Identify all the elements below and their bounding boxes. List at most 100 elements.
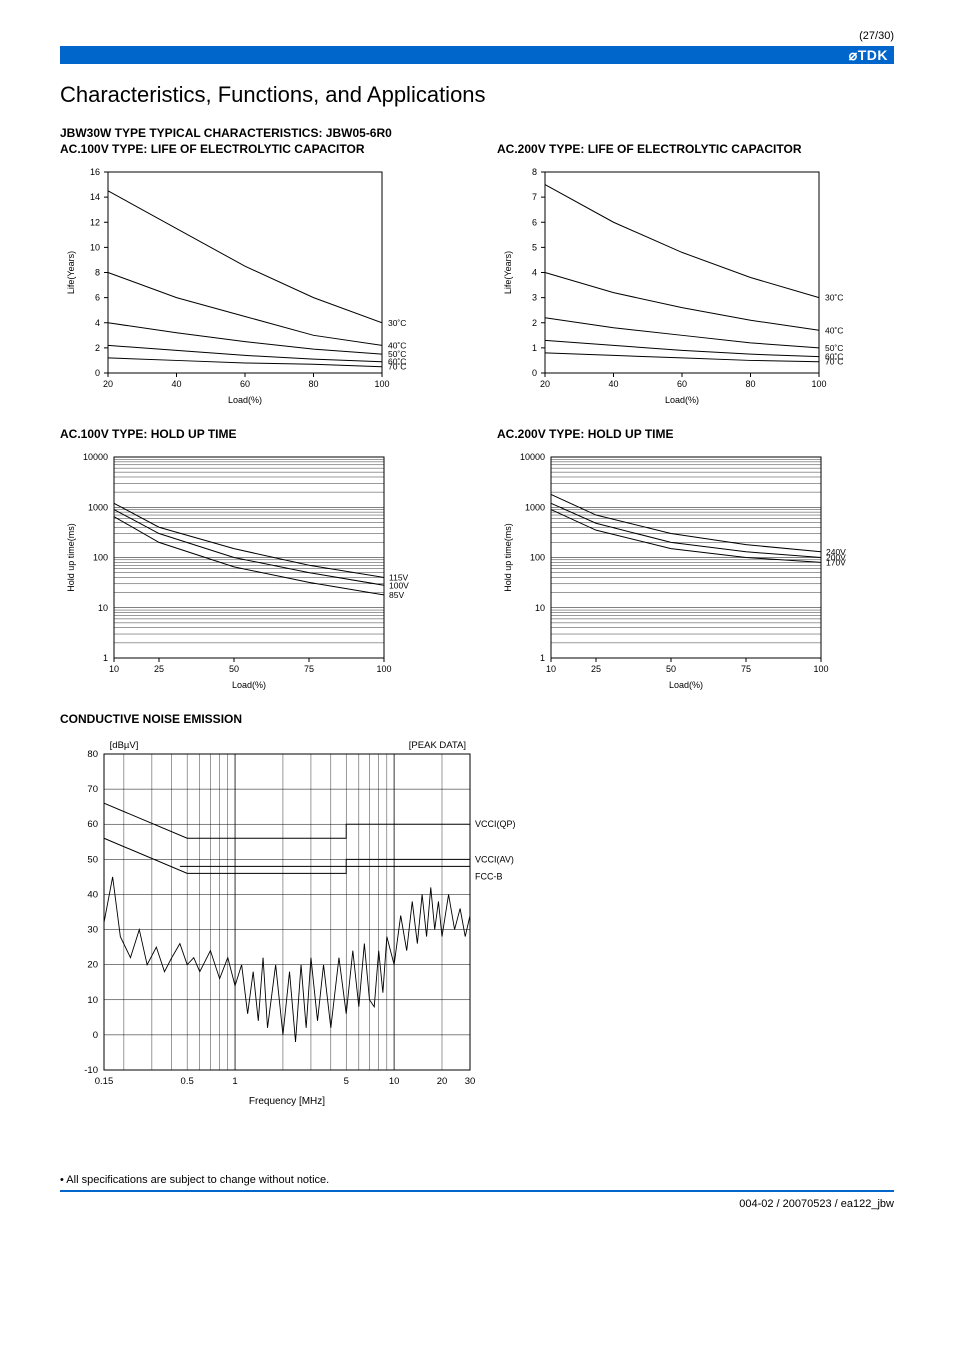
svg-text:40: 40 — [608, 379, 618, 389]
svg-text:30: 30 — [87, 925, 98, 936]
svg-text:10: 10 — [109, 664, 119, 674]
svg-text:FCC-B: FCC-B — [475, 871, 503, 881]
svg-text:1: 1 — [103, 653, 108, 663]
svg-text:25: 25 — [154, 664, 164, 674]
svg-text:0.15: 0.15 — [95, 1076, 114, 1087]
svg-text:0: 0 — [93, 1030, 98, 1041]
svg-text:50: 50 — [87, 854, 98, 865]
svg-text:0: 0 — [532, 368, 537, 378]
svg-text:20: 20 — [87, 960, 98, 971]
page-number: (27/30) — [60, 30, 894, 42]
svg-text:100: 100 — [811, 379, 826, 389]
chart-title: AC.100V TYPE: LIFE OF ELECTROLYTIC CAPAC… — [60, 142, 457, 156]
svg-text:Load(%): Load(%) — [669, 680, 703, 690]
svg-text:16: 16 — [90, 167, 100, 177]
svg-text:75: 75 — [741, 664, 751, 674]
chart-title: AC.200V TYPE: HOLD UP TIME — [497, 427, 894, 441]
svg-text:10: 10 — [90, 242, 100, 252]
svg-text:Load(%): Load(%) — [665, 395, 699, 405]
svg-text:5: 5 — [532, 242, 537, 252]
svg-text:50: 50 — [229, 664, 239, 674]
svg-text:12: 12 — [90, 217, 100, 227]
brand-bar: ⌀TDK — [60, 46, 894, 64]
svg-text:10: 10 — [535, 603, 545, 613]
svg-text:100V: 100V — [389, 580, 409, 590]
chart-noise-emission: CONDUCTIVE NOISE EMISSION -1001020304050… — [60, 712, 894, 1114]
svg-text:VCCI(QP): VCCI(QP) — [475, 819, 516, 829]
svg-text:60: 60 — [87, 819, 98, 830]
svg-text:Load(%): Load(%) — [228, 395, 262, 405]
svg-text:VCCI(AV): VCCI(AV) — [475, 854, 514, 864]
svg-text:100: 100 — [813, 664, 828, 674]
svg-text:Load(%): Load(%) — [232, 680, 266, 690]
svg-text:75: 75 — [304, 664, 314, 674]
chart-life-100v: AC.100V TYPE: LIFE OF ELECTROLYTIC CAPAC… — [60, 142, 457, 409]
svg-text:Life(Years): Life(Years) — [66, 251, 76, 294]
footer-code: 004-02 / 20070523 / ea122_jbw — [60, 1198, 894, 1210]
subtitle: JBW30W TYPE TYPICAL CHARACTERISTICS: JBW… — [60, 126, 894, 140]
svg-text:[PEAK DATA]: [PEAK DATA] — [409, 740, 466, 751]
svg-text:70˚C: 70˚C — [825, 357, 843, 367]
svg-text:8: 8 — [95, 268, 100, 278]
svg-text:20: 20 — [540, 379, 550, 389]
svg-text:100: 100 — [376, 664, 391, 674]
svg-text:40: 40 — [171, 379, 181, 389]
svg-text:30˚C: 30˚C — [825, 293, 843, 303]
svg-text:100: 100 — [530, 553, 545, 563]
svg-text:1000: 1000 — [525, 502, 545, 512]
chart-title: AC.200V TYPE: LIFE OF ELECTROLYTIC CAPAC… — [497, 142, 894, 156]
svg-text:5: 5 — [344, 1076, 349, 1087]
svg-text:[dBµV]: [dBµV] — [110, 740, 139, 751]
svg-text:30˚C: 30˚C — [388, 318, 406, 328]
chart-title: AC.100V TYPE: HOLD UP TIME — [60, 427, 457, 441]
svg-text:80: 80 — [308, 379, 318, 389]
svg-text:2: 2 — [95, 343, 100, 353]
svg-text:0: 0 — [95, 368, 100, 378]
svg-text:60: 60 — [240, 379, 250, 389]
chart-holdup-100v: AC.100V TYPE: HOLD UP TIME 1025507510011… — [60, 427, 457, 694]
chart-holdup-200v: AC.200V TYPE: HOLD UP TIME 1025507510011… — [497, 427, 894, 694]
svg-text:1: 1 — [232, 1076, 237, 1087]
footer-note: • All specifications are subject to chan… — [60, 1174, 894, 1192]
svg-text:1000: 1000 — [88, 502, 108, 512]
svg-text:1: 1 — [540, 653, 545, 663]
svg-text:8: 8 — [532, 167, 537, 177]
svg-text:-10: -10 — [84, 1065, 98, 1076]
svg-text:30: 30 — [465, 1076, 476, 1087]
svg-text:1: 1 — [532, 343, 537, 353]
svg-text:20: 20 — [103, 379, 113, 389]
svg-text:4: 4 — [532, 268, 537, 278]
svg-text:3: 3 — [532, 293, 537, 303]
svg-text:100: 100 — [93, 553, 108, 563]
svg-text:25: 25 — [591, 664, 601, 674]
svg-text:70: 70 — [87, 784, 98, 795]
svg-text:80: 80 — [87, 749, 98, 760]
svg-text:85V: 85V — [389, 590, 404, 600]
svg-text:170V: 170V — [826, 557, 846, 567]
svg-text:60: 60 — [677, 379, 687, 389]
svg-text:20: 20 — [437, 1076, 448, 1087]
svg-text:50: 50 — [666, 664, 676, 674]
svg-text:100: 100 — [374, 379, 389, 389]
svg-text:6: 6 — [95, 293, 100, 303]
svg-text:6: 6 — [532, 217, 537, 227]
svg-text:Life(Years): Life(Years) — [503, 251, 513, 294]
chart-title: CONDUCTIVE NOISE EMISSION — [60, 712, 894, 726]
svg-text:4: 4 — [95, 318, 100, 328]
svg-text:10: 10 — [546, 664, 556, 674]
svg-text:40˚C: 40˚C — [825, 325, 843, 335]
svg-text:7: 7 — [532, 192, 537, 202]
svg-text:0.5: 0.5 — [181, 1076, 194, 1087]
svg-text:10: 10 — [389, 1076, 400, 1087]
svg-text:70˚C: 70˚C — [388, 362, 406, 372]
svg-text:10: 10 — [87, 995, 98, 1006]
svg-text:80: 80 — [745, 379, 755, 389]
svg-text:10: 10 — [98, 603, 108, 613]
svg-text:Frequency [MHz]: Frequency [MHz] — [249, 1096, 325, 1107]
svg-text:10000: 10000 — [520, 452, 545, 462]
svg-text:Hold up time(ms): Hold up time(ms) — [503, 523, 513, 592]
svg-text:2: 2 — [532, 318, 537, 328]
svg-text:Hold up time(ms): Hold up time(ms) — [66, 523, 76, 592]
svg-text:40: 40 — [87, 889, 98, 900]
main-title: Characteristics, Functions, and Applicat… — [60, 82, 894, 108]
